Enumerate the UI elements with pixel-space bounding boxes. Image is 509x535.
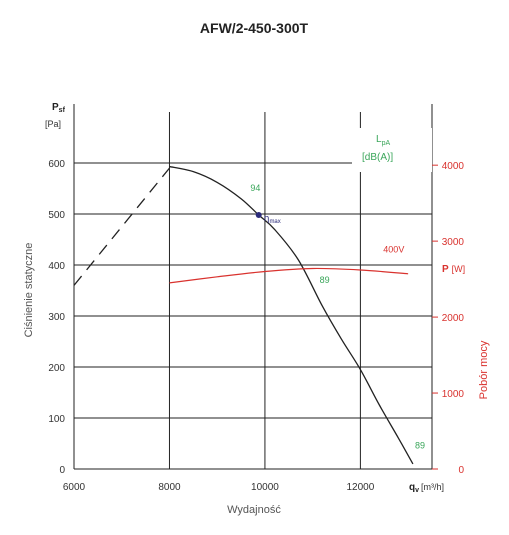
x-tick-label: 8000 <box>158 482 181 493</box>
y2-tick-label: 1000 <box>442 389 465 400</box>
y-unit-bracket: [Pa] <box>45 119 61 129</box>
x-unit-label: qv [m³/h] <box>409 482 444 494</box>
lpa-box <box>352 128 432 172</box>
series-pressure-line <box>169 165 414 465</box>
y-tick-label: 600 <box>48 159 65 170</box>
y2-unit-label: P [W] <box>442 264 465 275</box>
y2-tick-label: 3000 <box>442 237 465 248</box>
y-tick-label: 400 <box>48 261 65 272</box>
y-tick-label: 0 <box>59 465 65 476</box>
y-tick-label: 100 <box>48 414 65 425</box>
x-tick-label: 6000 <box>63 482 86 493</box>
tick-labels: 0 100 200 300 400 500 600 6000 8000 10000 12000 0 10… <box>48 159 464 493</box>
y-axis-label: Ciśnienie statyczne <box>23 243 35 338</box>
y2-axis-label: Pobór mocy <box>478 340 490 399</box>
y2-tick-label: 0 <box>458 465 464 476</box>
annotations: ηmax 94 89 89 400V <box>250 183 425 451</box>
annotation-label: 89 <box>320 275 330 285</box>
annotation-label: 400V <box>383 245 404 255</box>
series-power-line <box>169 267 409 284</box>
y-tick-label: 200 <box>48 363 65 374</box>
y2-tick-label: 2000 <box>442 313 465 324</box>
x-axis-label: Wydajność <box>227 504 281 516</box>
series-pressure-unstable-line <box>73 167 170 286</box>
lpa-unit: [dB(A)] <box>362 152 393 163</box>
eta-max-point <box>255 212 262 219</box>
y-tick-label: 300 <box>48 312 65 323</box>
annotation-label: 89 <box>415 441 425 451</box>
lpa-label: LpA <box>376 134 390 147</box>
y2-tick-label: 4000 <box>442 161 465 172</box>
y-tick-label: 500 <box>48 210 65 221</box>
series-lines <box>73 165 414 465</box>
x-tick-label: 12000 <box>346 482 374 493</box>
y-unit-label: Psf <box>52 102 66 114</box>
annotation-label: 94 <box>250 183 260 193</box>
x-tick-label: 10000 <box>251 482 279 493</box>
chart-title: AFW/2-450-300T <box>200 20 309 36</box>
eta-max-label: ηmax <box>264 214 281 225</box>
